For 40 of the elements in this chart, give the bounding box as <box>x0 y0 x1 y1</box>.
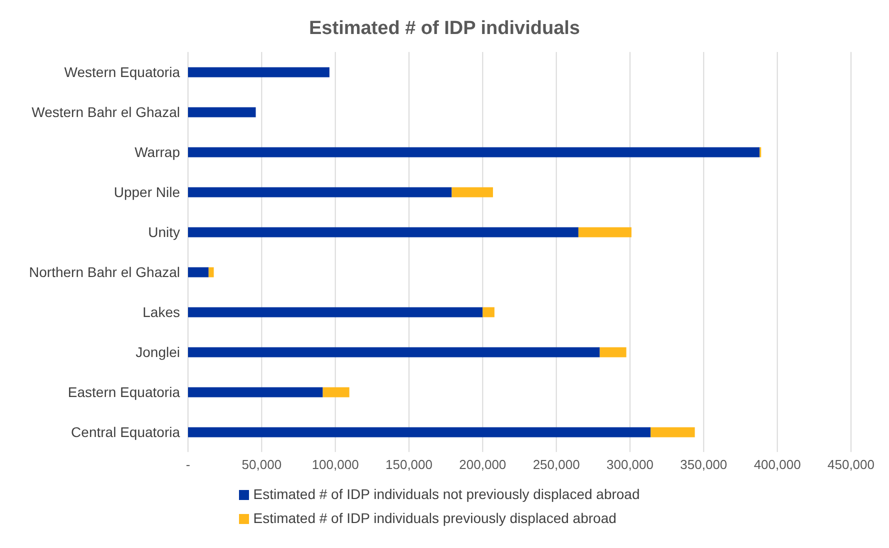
y-tick-label: Northern Bahr el Ghazal <box>29 264 180 280</box>
bar <box>322 387 350 398</box>
x-tick-label: - <box>186 457 190 472</box>
bar <box>188 427 651 438</box>
bar <box>452 187 493 198</box>
x-tick-label: 400,000 <box>754 457 801 472</box>
y-tick-label: Lakes <box>142 304 180 320</box>
y-tick-label: Unity <box>148 224 180 240</box>
bar <box>650 427 695 438</box>
bar <box>188 67 330 78</box>
bar <box>188 107 256 118</box>
legend-label: Estimated # of IDP individuals previously displaced abroad <box>253 510 616 526</box>
x-tick-label: 100,000 <box>312 457 359 472</box>
x-tick-label: 250,000 <box>532 457 580 472</box>
bar <box>188 227 578 238</box>
bar <box>188 307 483 318</box>
x-tick-label: 150,000 <box>386 457 432 472</box>
x-tick-label: 350,000 <box>680 457 728 472</box>
bar <box>188 347 600 358</box>
legend-label: Estimated # of IDP individuals not previously displaced abroad <box>253 486 640 502</box>
bar <box>188 387 323 398</box>
y-tick-label: Jonglei <box>136 344 180 360</box>
bar <box>188 267 209 278</box>
y-tick-label: Central Equatoria <box>71 424 180 440</box>
bar <box>188 187 452 198</box>
bar <box>208 267 214 278</box>
bar <box>188 147 760 158</box>
y-tick-label: Western Bahr el Ghazal <box>32 104 180 120</box>
bar <box>578 227 632 238</box>
x-tick-label: 300,000 <box>606 457 654 472</box>
x-tick-label: 450,000 <box>828 457 874 472</box>
y-tick-label: Western Equatoria <box>64 64 180 80</box>
y-tick-label: Warrap <box>134 144 180 160</box>
y-tick-label: Upper Nile <box>114 184 180 200</box>
bar <box>600 347 626 358</box>
x-tick-label: 200,000 <box>459 457 506 472</box>
y-tick-label: Eastern Equatoria <box>68 384 180 400</box>
x-tick-label: 50,000 <box>242 457 282 472</box>
chart-title: Estimated # of IDP individuals <box>308 17 581 40</box>
bar <box>482 307 494 318</box>
